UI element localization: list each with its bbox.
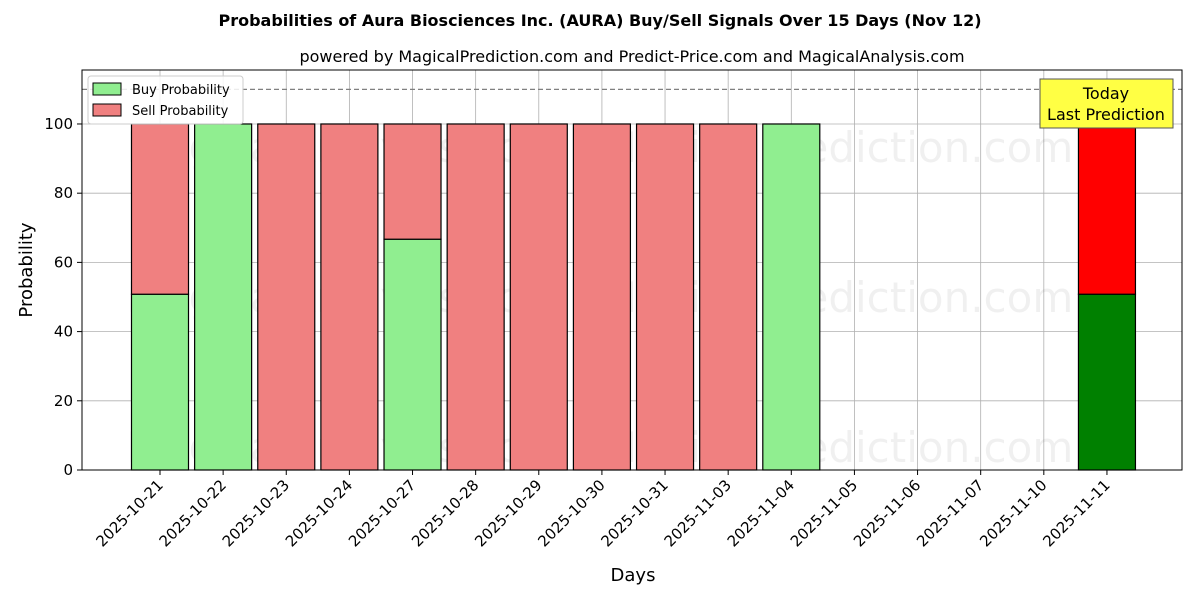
buy-bar <box>762 123 821 471</box>
x-tick-label: 2025-10-22 <box>156 476 230 550</box>
x-tick-label: 2025-10-23 <box>219 476 293 550</box>
legend-swatch-sell <box>92 103 122 117</box>
x-tick-label: 2025-10-31 <box>597 476 671 550</box>
x-tick-label: 2025-11-06 <box>850 476 924 550</box>
sell-bar <box>257 123 316 471</box>
x-tick-label: 2025-10-24 <box>282 476 356 550</box>
buy-bar <box>1077 293 1137 471</box>
y-tick-label: 20 <box>54 392 73 410</box>
sell-bar <box>320 123 379 471</box>
sell-bar <box>446 123 505 471</box>
today-annotation-line1: Today <box>1082 84 1129 103</box>
x-tick-label: 2025-10-21 <box>92 476 166 550</box>
sell-bar <box>383 123 442 240</box>
y-tick-label: 40 <box>54 323 73 341</box>
y-tick-label: 60 <box>54 253 73 271</box>
y-tick-label: 80 <box>54 184 73 202</box>
buy-bar <box>194 123 253 471</box>
x-tick-label: 2025-11-04 <box>724 476 798 550</box>
x-tick-label: 2025-11-07 <box>913 476 987 550</box>
sell-bar <box>130 123 190 295</box>
today-annotation-line2: Last Prediction <box>1047 105 1165 124</box>
y-tick-label: 0 <box>63 461 73 479</box>
x-tick-label: 2025-10-29 <box>471 476 545 550</box>
legend-box <box>87 75 244 125</box>
sell-bar <box>699 123 758 471</box>
buy-bar <box>130 293 190 471</box>
chart-title: Probabilities of Aura Biosciences Inc. (… <box>218 11 981 30</box>
y-axis-label: Probability <box>16 222 37 317</box>
x-axis-label: Days <box>611 565 656 586</box>
legend-swatch-buy <box>92 82 122 96</box>
x-tick-label: 2025-11-11 <box>1039 476 1113 550</box>
x-tick-label: 2025-11-10 <box>976 476 1050 550</box>
legend-label-sell: Sell Probability <box>132 104 229 119</box>
chart-subtitle: powered by MagicalPrediction.com and Pre… <box>299 47 964 66</box>
sell-bar <box>1077 123 1137 295</box>
sell-bar <box>635 123 695 471</box>
today-annotation-box <box>1039 78 1174 129</box>
x-tick-label: 2025-10-28 <box>408 476 482 550</box>
x-tick-label: 2025-11-05 <box>787 476 861 550</box>
x-tick-label: 2025-10-27 <box>345 476 419 550</box>
buy-bar <box>383 238 442 471</box>
y-tick-label: 100 <box>44 115 73 133</box>
x-tick-label: 2025-10-30 <box>534 476 608 550</box>
sell-bar <box>572 123 632 471</box>
sell-bar <box>509 123 568 471</box>
x-tick-label: 2025-11-03 <box>661 476 735 550</box>
plot-frame <box>81 69 1183 471</box>
legend-label-buy: Buy Probability <box>132 83 230 98</box>
